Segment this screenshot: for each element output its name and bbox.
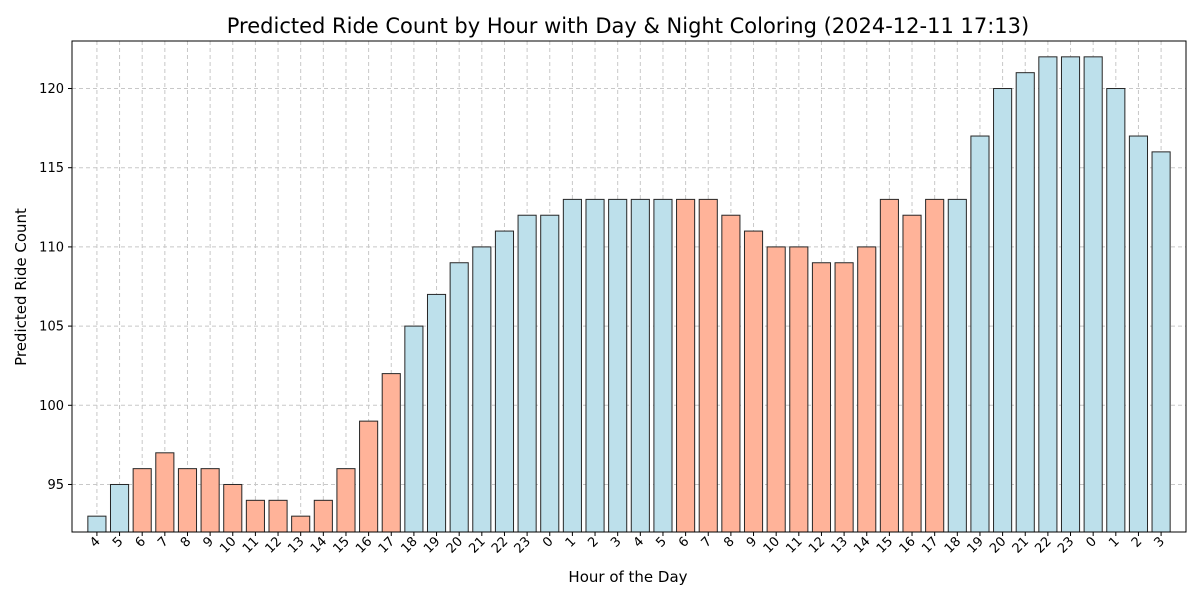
bar-day (291, 515, 311, 533)
bar-night (970, 135, 990, 533)
bar-day (834, 262, 854, 533)
bar-night (494, 230, 515, 533)
y-tick-label: 95 (47, 478, 64, 493)
bar-day (313, 499, 333, 533)
bar-night (1128, 135, 1149, 533)
bar-day (789, 246, 809, 533)
bar-night (1083, 56, 1103, 533)
bar-night (947, 198, 967, 533)
bar-day (155, 452, 175, 533)
bar-night (1060, 56, 1081, 533)
bar-night (517, 214, 537, 533)
plot-frame (71, 40, 1187, 533)
bar-day (177, 468, 198, 533)
bar-day (676, 198, 696, 533)
x-axis-label: Hour of the Day (568, 568, 687, 586)
y-tick-label: 100 (39, 399, 64, 414)
bar-night (653, 198, 673, 533)
bar-night (449, 262, 469, 533)
y-tick-label: 115 (39, 161, 64, 176)
y-tick-label: 105 (39, 320, 64, 335)
bar-day (902, 214, 922, 533)
bar-night (1106, 88, 1126, 533)
bar-day (268, 499, 288, 533)
bar-night (404, 325, 424, 533)
bar-day (925, 198, 945, 533)
bar-day (721, 214, 741, 533)
chart-title: Predicted Ride Count by Hour with Day & … (227, 14, 1029, 38)
bar-night (426, 293, 447, 533)
bar-night (562, 198, 582, 533)
bar-day (698, 198, 718, 533)
bar-day (359, 420, 379, 533)
bar-night (1015, 72, 1035, 533)
bar-day (132, 468, 152, 533)
bar-night (109, 483, 130, 533)
bar-day (245, 499, 265, 533)
bar-night (585, 198, 605, 533)
bar-night (1151, 151, 1171, 533)
bar-day (223, 483, 243, 533)
bar-day (743, 230, 764, 533)
bar-night (87, 515, 107, 533)
y-tick-label: 120 (39, 82, 64, 97)
bar-day (336, 468, 356, 533)
bar-day (879, 198, 899, 533)
bar-day (857, 246, 877, 533)
bar-night (540, 214, 560, 533)
y-tick-label: 110 (39, 240, 64, 255)
bar-night (472, 246, 492, 533)
bar-day (766, 246, 786, 533)
bar-night (1038, 56, 1058, 533)
bar-night (993, 88, 1013, 533)
bar-day (811, 262, 832, 533)
bar-day (381, 373, 401, 533)
bar-night (630, 198, 650, 533)
bar-night (608, 198, 628, 533)
y-axis-ticks: 95 100 105 110 115 120 (39, 82, 72, 493)
y-axis-label: Predicted Ride Count (12, 208, 30, 366)
bar-day (200, 468, 220, 533)
